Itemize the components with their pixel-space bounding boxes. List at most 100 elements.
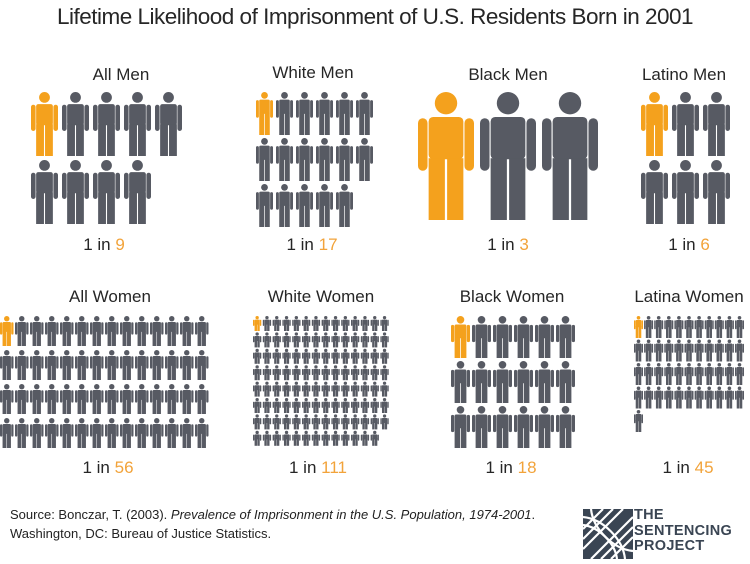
person-icon	[282, 414, 291, 430]
ratio-black-women: 1 in 18	[485, 458, 537, 477]
person-icon	[93, 92, 120, 156]
person-icon	[321, 365, 330, 381]
person-icon-highlighted	[0, 316, 14, 346]
person-icon	[493, 406, 512, 448]
person-icon	[0, 384, 14, 414]
person-icon	[195, 316, 209, 346]
person-icon	[276, 138, 293, 181]
person-icon	[356, 138, 373, 181]
person-icon	[272, 398, 281, 413]
person-icon	[282, 332, 291, 348]
person-icon	[351, 430, 360, 446]
ratio-all-women: 1 in 56	[82, 458, 134, 477]
person-icon	[150, 418, 164, 448]
logo-line-project: PROJECT	[634, 538, 705, 554]
person-icon	[644, 339, 654, 362]
person-icon	[276, 184, 293, 227]
person-icon	[684, 386, 694, 409]
person-icon	[105, 316, 119, 346]
person-icon	[336, 138, 353, 181]
person-icon	[165, 418, 179, 448]
person-icon	[370, 414, 379, 430]
person-icon	[316, 184, 333, 227]
person-icon	[472, 406, 491, 448]
person-icon	[321, 414, 330, 430]
person-icon	[262, 398, 272, 413]
person-icon	[331, 332, 340, 348]
person-icon	[253, 398, 262, 413]
person-icon	[556, 406, 575, 448]
person-icon	[75, 384, 89, 414]
person-icon	[282, 430, 291, 446]
person-icon	[15, 418, 29, 448]
pictogram-black-women	[451, 316, 575, 448]
person-icon	[535, 406, 554, 448]
person-icon	[654, 316, 664, 338]
person-icon	[311, 348, 321, 364]
person-icon	[120, 316, 134, 346]
person-icon	[341, 348, 350, 364]
person-icon	[272, 381, 281, 397]
person-icon	[724, 386, 734, 409]
person-icon	[124, 92, 151, 156]
person-icon	[105, 418, 119, 448]
person-icon	[321, 398, 330, 413]
person-icon	[724, 316, 734, 338]
person-icon	[292, 332, 301, 348]
person-icon	[15, 350, 29, 380]
person-icon	[45, 384, 59, 414]
person-icon	[644, 363, 654, 385]
person-icon	[292, 365, 301, 381]
person-icon	[694, 316, 704, 338]
person-icon	[165, 316, 179, 346]
sentencing-project-mark-icon	[583, 509, 633, 559]
person-icon	[360, 414, 370, 430]
person-icon	[664, 363, 674, 385]
person-icon	[360, 316, 370, 331]
person-icon	[45, 350, 59, 380]
person-icon	[90, 384, 104, 414]
person-icon	[556, 316, 575, 358]
person-icon	[272, 316, 281, 331]
person-icon	[292, 381, 301, 397]
person-icon-highlighted	[641, 92, 668, 156]
person-icon	[256, 138, 273, 181]
person-icon	[195, 418, 209, 448]
person-icon	[714, 386, 724, 409]
person-icon	[93, 160, 120, 224]
person-icon	[296, 138, 313, 181]
person-icon	[380, 414, 389, 430]
person-icon	[282, 365, 291, 381]
person-icon	[704, 316, 714, 338]
person-icon	[30, 350, 44, 380]
person-icon	[180, 350, 194, 380]
person-icon	[704, 339, 714, 362]
person-icon	[292, 414, 301, 430]
person-icon	[694, 386, 704, 409]
person-icon	[62, 92, 89, 156]
person-icon	[276, 92, 293, 135]
person-icon	[360, 430, 370, 446]
person-icon	[380, 398, 389, 413]
person-icon	[331, 381, 340, 397]
person-icon	[321, 430, 330, 446]
person-icon	[694, 363, 704, 385]
person-icon	[714, 339, 724, 362]
person-icon	[135, 418, 149, 448]
person-icon	[370, 365, 379, 381]
person-icon	[672, 92, 699, 156]
person-icon	[262, 381, 272, 397]
person-icon	[664, 316, 674, 338]
person-icon	[684, 363, 694, 385]
person-icon	[724, 339, 734, 362]
person-icon	[0, 350, 14, 380]
person-icon	[302, 414, 311, 430]
person-icon	[451, 406, 470, 448]
person-icon	[253, 381, 262, 397]
logo-line-sentencing: SENTENCING	[634, 522, 733, 539]
person-icon	[60, 350, 74, 380]
person-icon	[253, 348, 262, 364]
person-icon	[542, 92, 598, 220]
ratio-all-men: 1 in 9	[83, 235, 125, 254]
person-icon	[120, 350, 134, 380]
